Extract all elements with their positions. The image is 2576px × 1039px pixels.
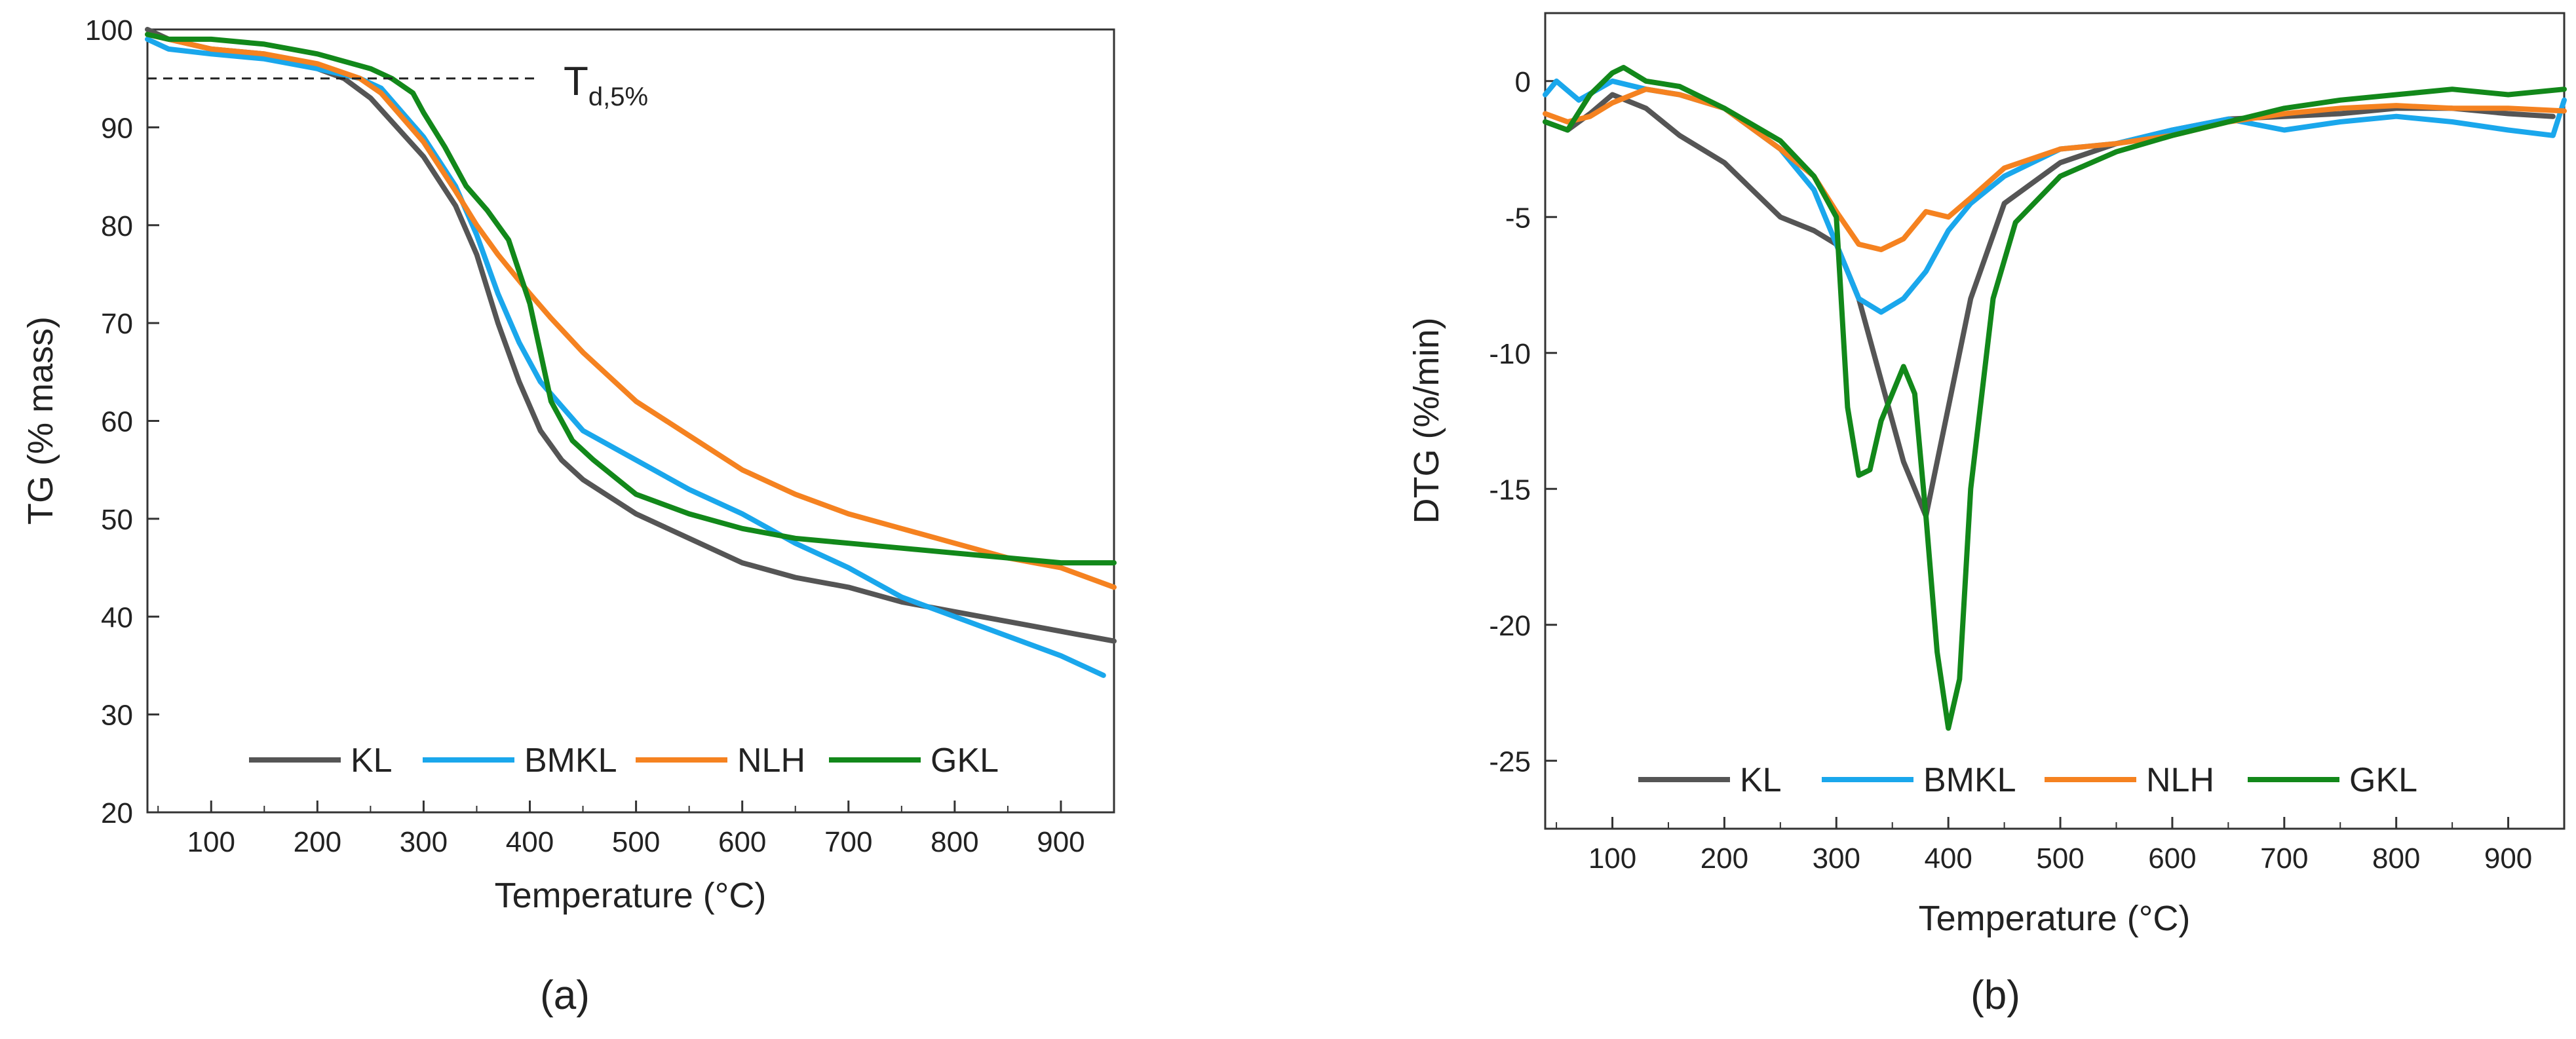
annotation-td5-subscript: d,5% [588, 83, 648, 111]
x-tick-label: 400 [1924, 842, 1972, 875]
series-line-nlh [145, 31, 1117, 590]
x-tick-label: 100 [187, 826, 235, 858]
y-tick-label: -5 [1505, 202, 1531, 234]
x-tick-label: 600 [2148, 842, 2196, 875]
x-tick-label: 300 [400, 826, 448, 858]
legend-label-nlh: NLH [2146, 761, 2214, 799]
legend-label-gkl: GKL [2349, 761, 2417, 799]
y-tick-label: 70 [101, 308, 133, 340]
y-tick-label: 40 [101, 601, 133, 633]
y-tick-label: 30 [101, 700, 133, 732]
x-tick-label: 700 [2260, 842, 2308, 875]
y-tick-label: -20 [1489, 610, 1531, 642]
panel-b-label: (b) [1970, 973, 2020, 1018]
x-tick-label: 200 [1701, 842, 1748, 875]
panel-a-y-axis-label: TG (% mass) [21, 316, 60, 525]
y-tick-label: 0 [1515, 66, 1531, 98]
x-tick-label: 500 [2036, 842, 2084, 875]
y-tick-label: 80 [101, 210, 133, 242]
panel-a-x-axis-label: Temperature (°C) [495, 876, 767, 915]
y-tick-label: -15 [1489, 474, 1531, 506]
series-line-gkl [145, 31, 1117, 566]
x-tick-label: 100 [1588, 842, 1636, 875]
x-tick-label: 200 [294, 826, 341, 858]
panel-b-y-axis-label: DTG (%/min) [1407, 318, 1446, 524]
annotation-td5-main: T [564, 59, 588, 104]
x-tick-label: 800 [2372, 842, 2420, 875]
legend-label-kl: KL [351, 742, 393, 780]
legend-label-bmkl: BMKL [1923, 761, 2016, 799]
panel-b-dtg-chart: 100 200 300 400 500 600 700 800 900 0 -5 -10 -15 -20 -… [1407, 12, 2567, 1018]
y-tick-label: 90 [101, 112, 133, 144]
legend-label-nlh: NLH [737, 742, 805, 780]
panel-a-annotation-td5: Td,5% [564, 59, 648, 111]
series-line-nlh [1543, 86, 2567, 252]
x-tick-label: 900 [1037, 826, 1085, 858]
x-tick-label: 900 [2484, 842, 2532, 875]
x-tick-label: 600 [718, 826, 766, 858]
y-tick-label: -25 [1489, 746, 1531, 778]
legend-label-gkl: GKL [931, 742, 999, 780]
panel-b-plot-frame [1544, 12, 2566, 830]
series-line-bmkl [145, 36, 1106, 678]
panel-b-x-axis-label: Temperature (°C) [1919, 899, 2191, 938]
x-tick-label: 300 [1813, 842, 1860, 875]
y-tick-label: -10 [1489, 338, 1531, 370]
panel-a-plot-frame [146, 28, 1115, 814]
x-tick-label: 400 [506, 826, 554, 858]
series-line-gkl [1543, 65, 2567, 731]
y-tick-label: 60 [101, 406, 133, 438]
panel-a-label: (a) [540, 973, 590, 1018]
x-tick-label: 500 [612, 826, 660, 858]
y-tick-label: 20 [101, 797, 133, 829]
legend-label-kl: KL [1740, 761, 1782, 799]
x-tick-label: 800 [931, 826, 978, 858]
panel-a-tg-chart: 100 200 300 400 500 600 700 800 900 20 30 40 50 60 70 8… [21, 14, 1117, 1018]
series-line-kl [1543, 92, 2556, 519]
series-line-bmkl [1543, 78, 2567, 315]
y-tick-label: 100 [85, 14, 133, 47]
legend-label-bmkl: BMKL [524, 742, 617, 780]
y-tick-label: 50 [101, 504, 133, 536]
x-tick-label: 700 [824, 826, 872, 858]
